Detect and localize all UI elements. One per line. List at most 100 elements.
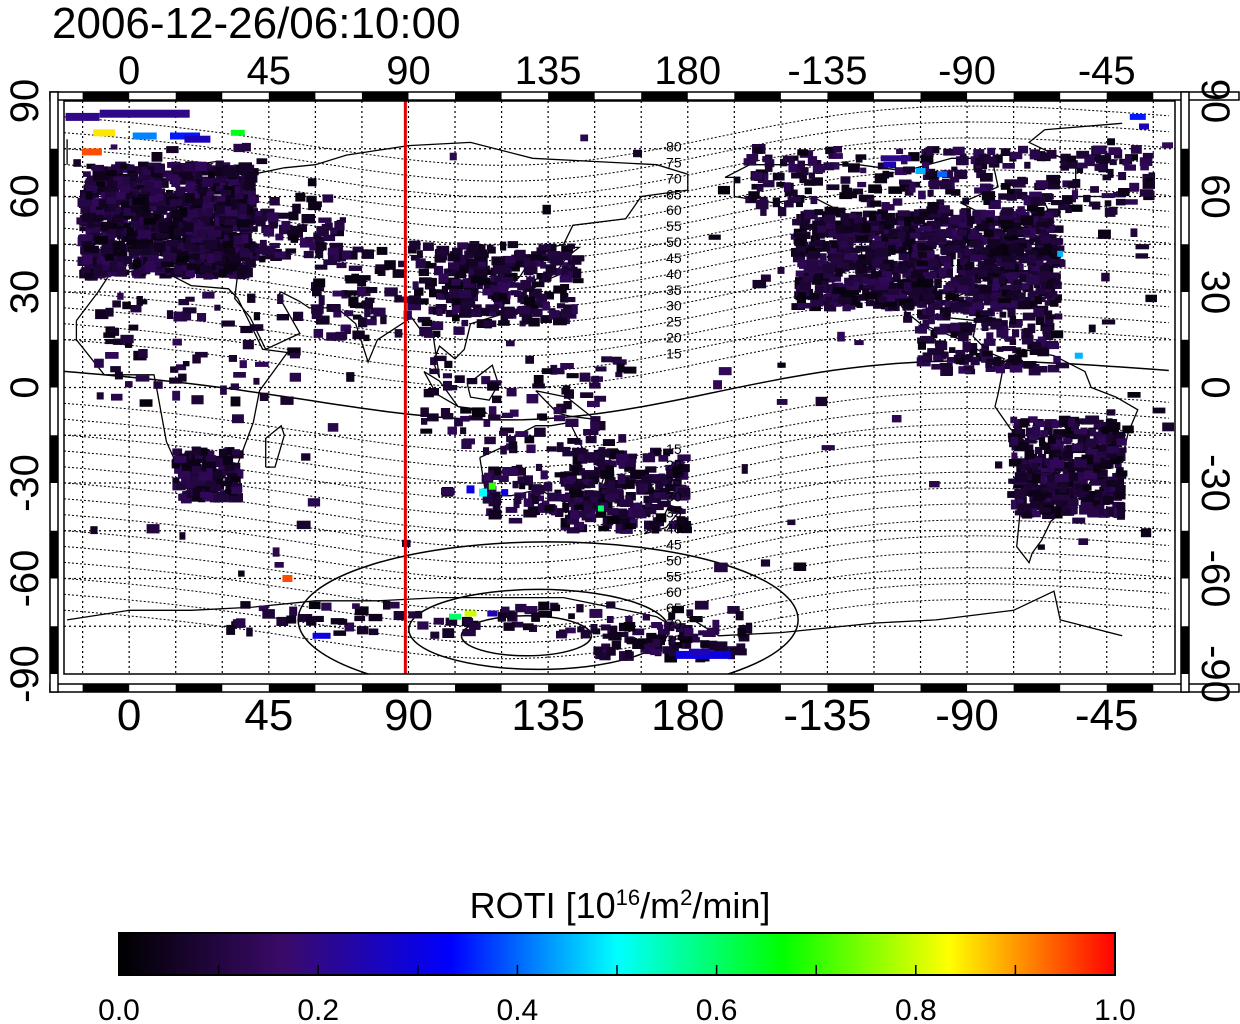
roti-cell [315,249,324,259]
roti-cell [1025,195,1039,206]
axis-scale-segment [455,92,502,100]
mlat-label: 50 [666,234,682,250]
roti-cell [164,253,177,260]
roti-cell [172,448,183,456]
roti-cell [665,448,674,455]
roti-cell [246,627,253,637]
roti-cell [920,267,929,274]
roti-cell [537,503,550,513]
roti-cell [572,278,584,284]
roti-cell [730,649,742,655]
roti-cell [547,492,561,502]
roti-cell [903,282,912,292]
roti-cell [561,387,570,395]
colorbar-ticks: 0.0 0.2 0.4 0.6 0.8 1.0 [98,965,1136,1024]
roti-cell [1045,261,1058,268]
roti-cell [1006,300,1014,311]
roti-cell [829,276,842,282]
roti-cell [601,643,611,652]
roti-cell [176,239,191,249]
roti-cell [795,233,807,241]
roti-cell [668,636,676,645]
roti-cell [1142,173,1154,182]
roti-cell [597,505,604,512]
roti-cell [116,266,127,277]
roti-cell [174,467,187,474]
axis-scale-segment [827,684,874,692]
roti-cell [1098,229,1111,239]
roti-cell [896,226,903,233]
roti-cell [106,206,115,212]
roti-cell [983,229,994,238]
roti-cell [607,480,616,491]
roti-cell [567,243,575,249]
roti-cell [806,244,819,255]
roti-cell [980,310,993,316]
roti-cell [950,214,962,224]
mlat-label: 60 [666,584,682,600]
roti-cell [694,600,709,610]
roti-cell [570,510,580,520]
mlat-contour [64,535,1169,596]
roti-cell [573,482,585,490]
roti-cell [245,258,256,268]
roti-cell [907,251,915,261]
roti-cell [219,234,229,244]
roti-cell [538,293,547,304]
roti-cell [1008,276,1018,283]
roti-cell [874,283,888,291]
roti-cell [903,316,913,323]
mlat-contour [64,551,1169,612]
roti-cell [1105,421,1116,432]
roti-cell [218,480,233,487]
roti-cell [854,340,864,346]
roti-cell [454,375,465,383]
roti-cell [618,509,628,520]
roti-cell [1084,157,1095,167]
roti-cell [483,419,491,427]
roti-cell [463,618,474,626]
roti-cell [185,193,195,203]
roti-cell [970,254,982,262]
roti-cell [158,194,170,204]
roti-cell [126,227,134,237]
roti-cell [780,158,788,167]
roti-cell [936,300,951,306]
roti-cell [154,242,166,252]
roti-cell [1038,217,1048,225]
roti-cell [998,216,1010,224]
roti-cell [727,651,735,660]
roti-cell [95,181,106,187]
roti-cell [1024,161,1031,169]
roti-cell [859,263,867,272]
roti-cell [776,181,786,187]
roti-cell [1047,272,1060,279]
roti-cell [814,217,822,224]
roti-cell [123,207,136,216]
roti-cell [521,280,532,289]
roti-cell [445,268,455,275]
roti-cell [457,242,469,250]
roti-cell [616,363,625,373]
roti-cell [939,323,951,334]
roti-cell [581,474,592,481]
axis-scale-segment [50,435,58,483]
roti-cell [1029,191,1042,198]
roti-cell [301,214,316,224]
roti-cell [1050,330,1064,339]
roti-cell [712,619,720,629]
roti-cell [632,509,647,519]
roti-cell [875,254,889,264]
roti-cell [1034,446,1043,454]
mlat-label: 55 [666,218,682,234]
roti-cell [1077,162,1088,169]
roti-cell [419,277,432,284]
roti-cell [623,366,637,374]
roti-cell [950,322,960,332]
roti-cell [658,636,665,646]
roti-cell [423,388,434,398]
roti-cell [289,372,301,382]
roti-cell [92,254,100,260]
roti-cell [1124,164,1136,171]
roti-cell [652,639,661,647]
